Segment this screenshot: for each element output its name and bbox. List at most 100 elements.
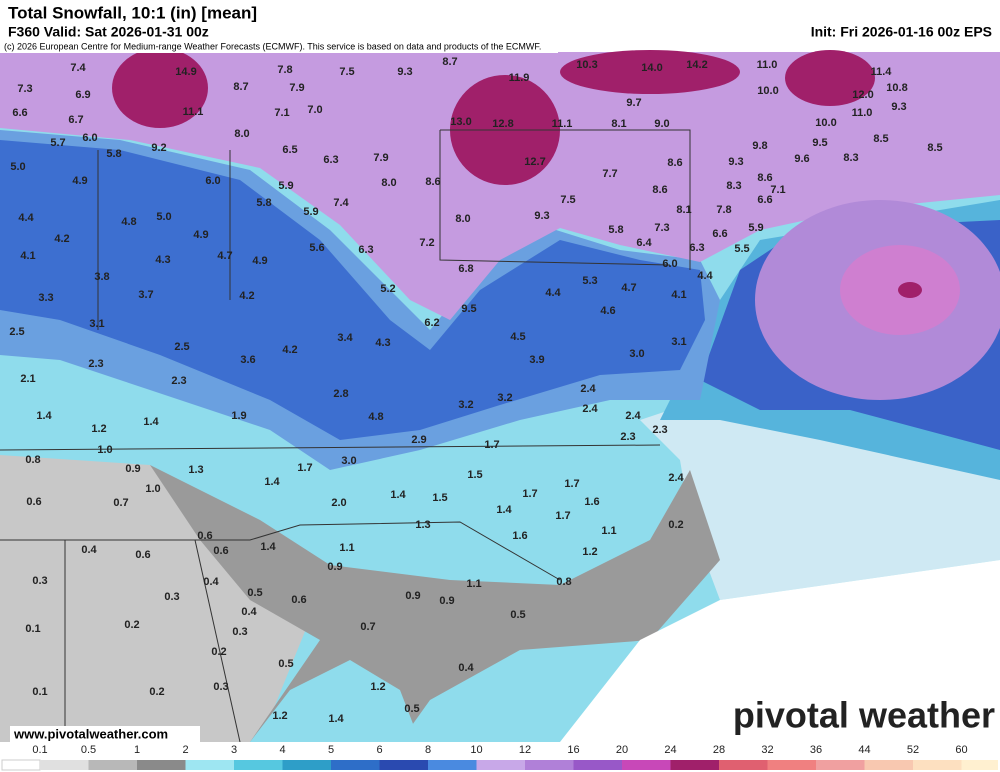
colorbar-swatch [234,760,283,770]
snow-label: 2.4 [625,410,641,422]
snow-label: 11.1 [552,118,573,130]
snow-label: 6.7 [68,114,83,126]
snow-label: 0.9 [439,595,454,607]
colorbar-label: 20 [616,744,628,756]
colorbar-swatch [137,760,186,770]
snow-label: 4.5 [510,331,525,343]
snow-label: 4.9 [252,255,267,267]
snow-label: 9.3 [397,66,412,78]
snow-label: 5.5 [734,243,749,255]
snow-label: 1.0 [97,444,112,456]
snow-label: 13.0 [450,116,471,128]
snow-label: 4.2 [54,233,69,245]
snow-label: 0.9 [405,590,420,602]
snow-label: 4.4 [545,287,561,299]
colorbar-label: 60 [955,744,967,756]
snow-label: 7.5 [339,66,354,78]
snow-label: 3.6 [240,354,255,366]
snow-label: 1.2 [272,710,287,722]
snow-label: 3.8 [94,271,109,283]
snow-label: 4.2 [239,290,254,302]
snow-label: 2.5 [174,341,189,353]
snow-label: 2.3 [620,431,635,443]
map-labels: 7.4 14.9 7.8 7.5 9.3 8.7 11.9 10.3 14.0 14.2 11.0 1… [9,56,942,725]
blue-band-dark [0,140,705,440]
purple-region [0,52,1000,320]
snow-label: 5.8 [256,197,271,209]
snow-label: 14.0 [641,62,662,74]
credit: (c) 2026 European Centre for Medium-rang… [4,41,541,51]
colorbar: 0.1 0.5 1 2 3 4 5 6 8 10 12 16 20 24 28 32 36 44 52 60 [1,744,998,771]
snow-label: 0.4 [203,576,219,588]
snow-label: 3.2 [458,399,473,411]
snow-label: 7.8 [716,204,731,216]
snow-label: 8.0 [455,213,470,225]
snow-label: 0.5 [247,587,262,599]
snow-label: 6.3 [323,154,338,166]
colorbar-swatch [573,760,622,770]
max-area [560,50,740,94]
snow-label: 0.8 [25,454,40,466]
colorbar-label: 2 [182,744,188,756]
colorbar-label: 32 [761,744,773,756]
colorbar-swatch [88,760,137,770]
colorbar-swatch [185,760,234,770]
snow-label: 11.1 [183,106,204,118]
snow-label: 3.9 [529,354,544,366]
snow-label: 2.3 [652,424,667,436]
snow-label: 1.4 [390,489,406,501]
snow-label: 2.4 [580,383,596,395]
colorbar-label: 52 [907,744,919,756]
snow-label: 6.0 [205,175,220,187]
colorbar-label: 28 [713,744,725,756]
snow-label: 1.3 [188,464,203,476]
snow-label: 0.1 [25,623,40,635]
snow-label: 2.3 [88,358,103,370]
colorbar-swatch [767,760,816,770]
snow-label: 5.8 [106,148,121,160]
snow-label: 0.6 [197,530,212,542]
snow-label: 0.2 [211,646,226,658]
logo: pivotal weather [733,695,995,736]
colorbar-swatch [428,760,477,770]
snow-label: 10.3 [576,59,597,71]
colorbar-swatch [913,760,962,770]
state-borders [0,129,691,743]
colorbar-label: 12 [519,744,531,756]
snow-label: 0.5 [404,703,419,715]
snow-label: 6.6 [712,228,727,240]
valid-time: F360 Valid: Sat 2026-01-31 00z [8,24,209,40]
title: Total Snowfall, 10:1 (in) [mean] [8,3,257,22]
snow-label: 7.3 [654,222,669,234]
snow-label: 8.6 [667,157,682,169]
snow-label: 6.0 [662,258,677,270]
snow-label: 8.5 [873,133,888,145]
snow-label: 0.3 [213,681,228,693]
snow-label: 8.3 [843,152,858,164]
colorbar-label: 4 [279,744,285,756]
snow-label: 0.6 [291,594,306,606]
snow-label: 5.0 [156,211,171,223]
snow-label: 7.1 [274,107,289,119]
snow-label: 9.5 [812,137,827,149]
snow-label: 12.0 [852,89,873,101]
snow-label: 2.4 [582,403,598,415]
colorbar-swatch [961,760,998,770]
snow-label: 9.5 [461,303,476,315]
snow-label: 3.1 [89,318,104,330]
colorbar-label: 8 [425,744,431,756]
snow-label: 2.4 [668,472,684,484]
colorbar-swatch [282,760,331,770]
snow-label: 4.9 [193,229,208,241]
colorbar-swatch [331,760,380,770]
gray-dark [150,465,720,742]
snow-label: 9.7 [626,97,641,109]
snow-label: 1.1 [339,542,354,554]
colorbar-label: 16 [567,744,579,756]
init-time: Init: Fri 2026-01-16 00z EPS [811,24,992,40]
snow-label: 5.8 [608,224,623,236]
snow-label: 8.0 [381,177,396,189]
colorbar-label: 3 [231,744,237,756]
snow-label: 0.5 [278,658,293,670]
